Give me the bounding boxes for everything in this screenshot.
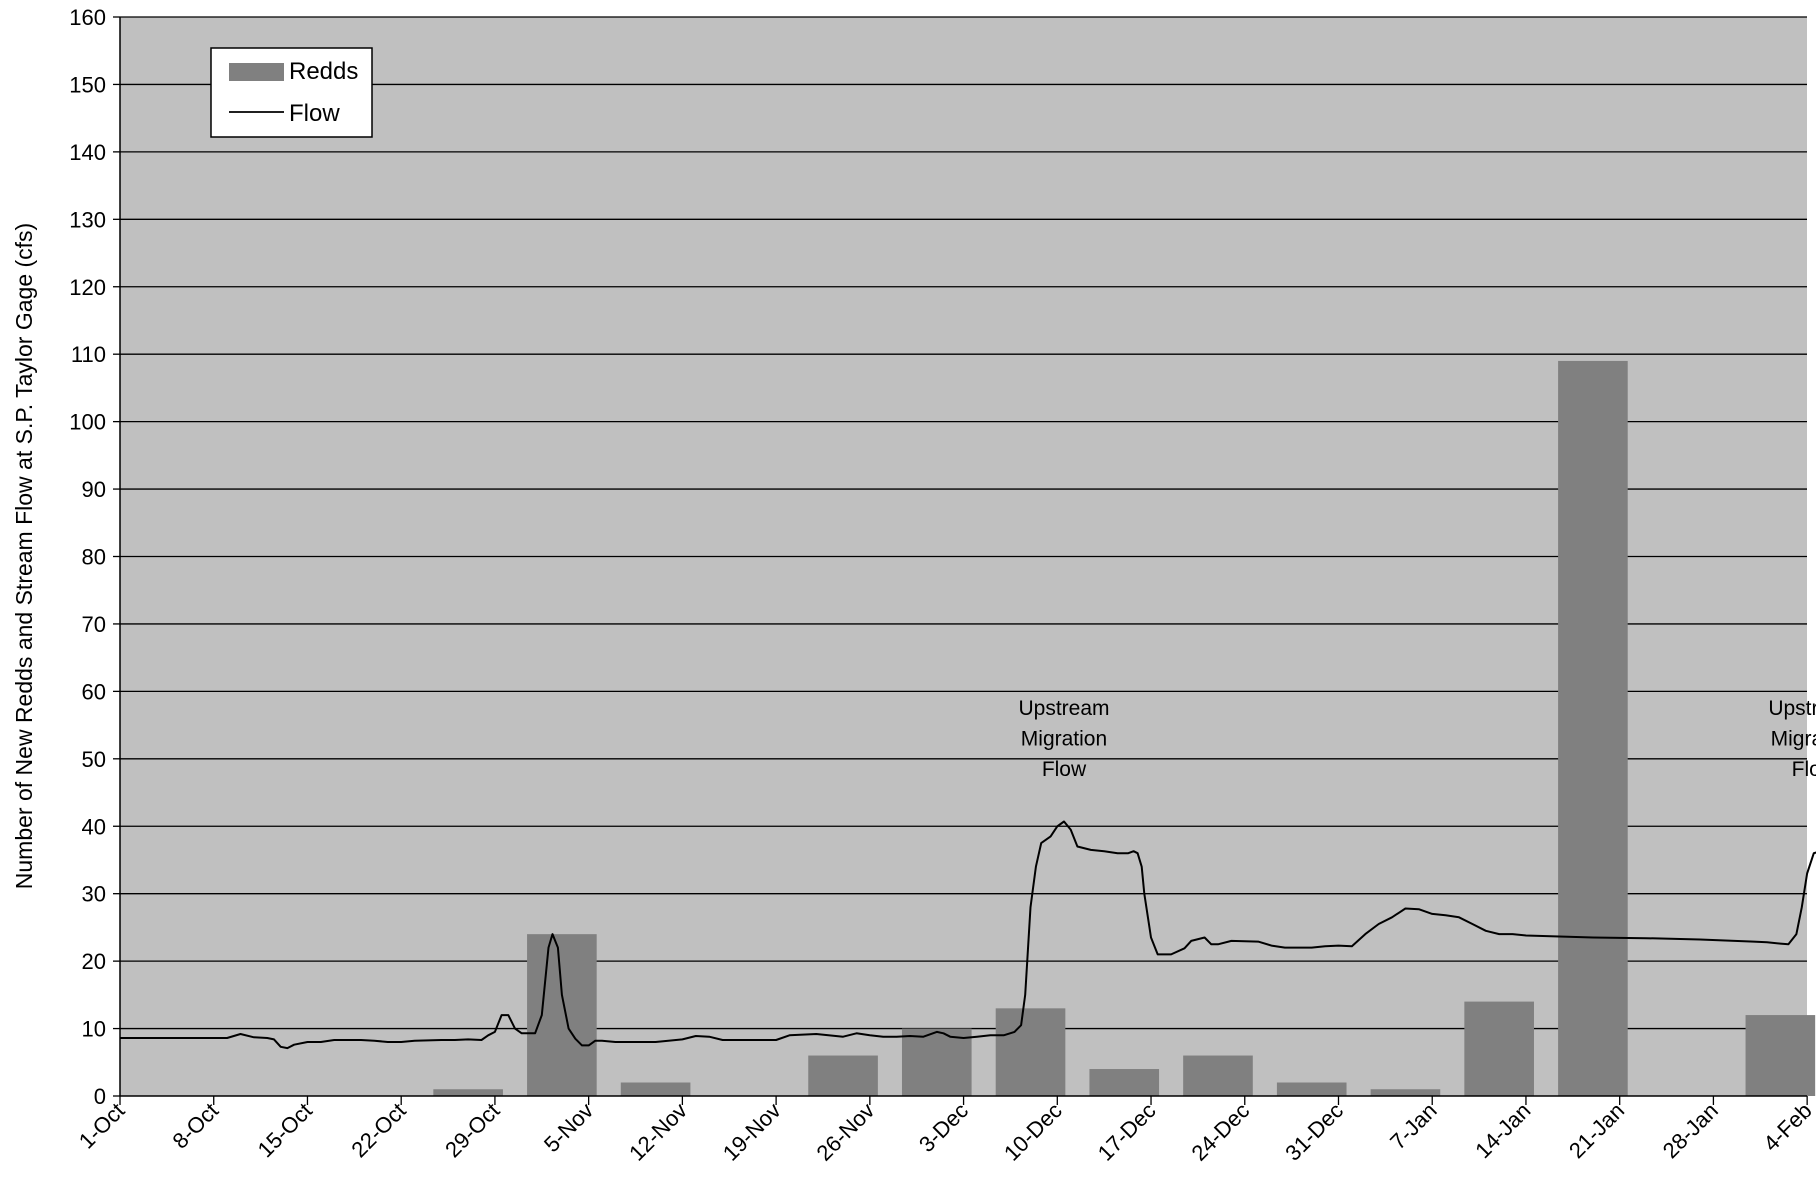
- y-tick-label: 0: [94, 1084, 106, 1109]
- y-tick-label: 70: [82, 612, 106, 637]
- y-tick-label: 30: [82, 882, 106, 907]
- redd-bar: [527, 934, 597, 1096]
- y-tick-label: 150: [69, 72, 106, 97]
- redd-bar: [1183, 1055, 1253, 1096]
- annotations: Upstream Migration Flow Upstream Migration Fl…: [1018, 697, 1816, 781]
- redd-bar: [1464, 1001, 1534, 1096]
- y-tick-label: 140: [69, 140, 106, 165]
- redd-bar: [620, 1082, 691, 1096]
- annotation-label: Migration: [1771, 728, 1816, 751]
- redd-bar: [1089, 1069, 1160, 1096]
- redd-bar: [995, 1008, 1066, 1096]
- flow-line: [120, 820, 1816, 1050]
- y-tick-label: 40: [82, 814, 106, 839]
- x-tick-label: 15-Oct: [253, 1098, 317, 1162]
- redd-bar: [808, 1055, 878, 1096]
- y-tick-label: 90: [82, 477, 106, 502]
- x-tick-label: 4-Feb: [1758, 1098, 1816, 1156]
- gridlines: [120, 16, 1807, 1030]
- annotation-label: Flow: [1042, 758, 1087, 781]
- x-tick-label: 3-Dec: [914, 1098, 973, 1157]
- x-tick-label: 5-Nov: [539, 1098, 598, 1157]
- y-tick-label: 110: [71, 342, 106, 367]
- y-tick-label: 80: [82, 545, 106, 570]
- legend-redds-label: Redds: [289, 58, 358, 85]
- redd-bar: [901, 1028, 972, 1096]
- x-tick-label: 12-Nov: [624, 1098, 692, 1166]
- x-tick-label: 17-Dec: [1093, 1098, 1161, 1166]
- y-axis-label: Number of New Redds and Stream Flow at S…: [11, 223, 37, 889]
- x-tick-label: 10-Dec: [999, 1098, 1067, 1166]
- x-tick-label: 28-Jan: [1658, 1098, 1723, 1163]
- x-tick-label: 14-Jan: [1470, 1098, 1535, 1163]
- x-tick-label: 22-Oct: [346, 1098, 410, 1162]
- flow-line-group: [120, 820, 1816, 1050]
- y-tick-label: 120: [69, 275, 106, 300]
- y-tick-label: 100: [69, 410, 106, 435]
- redd-bar: [1276, 1082, 1347, 1096]
- x-tick-label: 8-Oct: [168, 1098, 224, 1154]
- legend-box: [210, 47, 373, 138]
- y-tick-label: 60: [82, 679, 106, 704]
- y-tick-label: 130: [69, 207, 106, 232]
- x-tick-label: 24-Dec: [1186, 1098, 1254, 1166]
- x-tick-label: 7-Jan: [1385, 1098, 1442, 1155]
- redd-bar: [1558, 360, 1628, 1096]
- x-tick-label: 31-Dec: [1280, 1098, 1348, 1166]
- redd-bar: [433, 1089, 503, 1096]
- redd-bar: [1370, 1089, 1441, 1096]
- y-tick-label: 20: [82, 949, 106, 974]
- annotation-label: Migration: [1021, 728, 1107, 751]
- legend: Redds Flow: [210, 47, 373, 138]
- y-axis-ticks: 0 10 20 30 40 50 60 70 80 90 100 110 120 130 140 150 160: [69, 5, 120, 1109]
- annotation-label: Upstream: [1018, 697, 1109, 720]
- legend-redds-swatch: [229, 63, 284, 81]
- redds-bars: [433, 360, 1816, 1096]
- legend-flow-label: Flow: [289, 100, 340, 127]
- annotation-label: Flow: [1792, 758, 1816, 781]
- x-tick-label: 29-Oct: [440, 1098, 504, 1162]
- annotation-label: Upstream: [1768, 697, 1816, 720]
- x-axis-ticks: 1-Oct 8-Oct 15-Oct 22-Oct 29-Oct 5-Nov 12-Nov 1…: [74, 1096, 1816, 1166]
- x-tick-label: 19-Nov: [718, 1098, 786, 1166]
- x-tick-label: 21-Jan: [1564, 1098, 1629, 1163]
- x-tick-label: 26-Nov: [812, 1098, 880, 1166]
- y-tick-label: 50: [82, 747, 106, 772]
- y-tick-label: 160: [69, 5, 106, 30]
- y-tick-label: 10: [82, 1017, 106, 1042]
- redd-bar: [1745, 1015, 1816, 1096]
